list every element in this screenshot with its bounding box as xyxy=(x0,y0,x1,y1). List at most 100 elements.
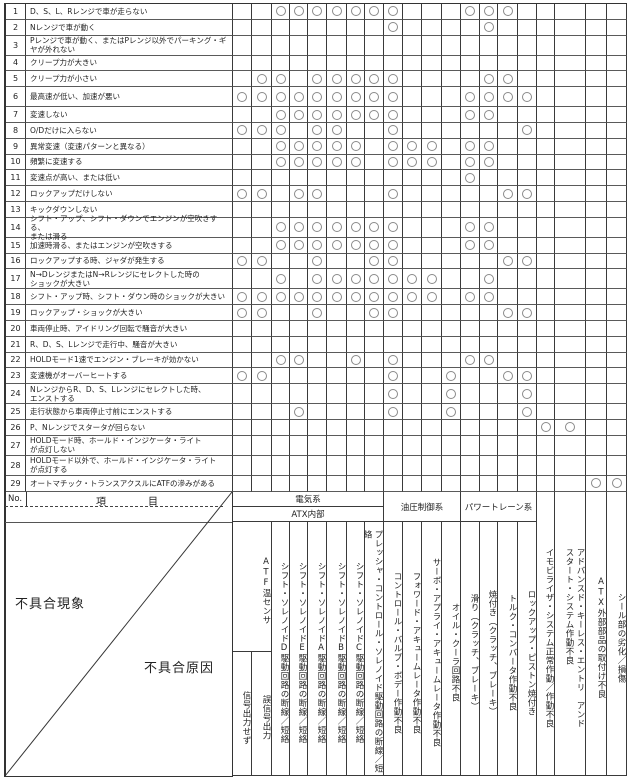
matrix-cell xyxy=(403,138,422,155)
matrix-cell xyxy=(403,202,422,218)
matrix-cell xyxy=(290,55,308,72)
circle-mark xyxy=(522,307,532,318)
circle-mark xyxy=(293,406,304,417)
matrix-cell xyxy=(403,336,422,353)
matrix-cell xyxy=(272,186,290,202)
matrix-cell xyxy=(498,71,518,88)
matrix-cell xyxy=(252,321,272,337)
matrix-cell xyxy=(442,253,461,270)
matrix-cell xyxy=(272,455,290,476)
matrix-cell xyxy=(586,237,607,254)
matrix-cell xyxy=(365,55,384,72)
matrix-cell xyxy=(461,138,480,155)
matrix-cell xyxy=(252,336,272,353)
matrix-cell xyxy=(537,368,555,385)
circle-mark xyxy=(293,156,304,167)
row-number: 17 xyxy=(6,269,26,290)
matrix-cell xyxy=(403,107,422,123)
circle-mark xyxy=(312,188,322,199)
symptom-text: 車両停止時、アイドリング回転で騒音が大きい xyxy=(26,321,233,337)
matrix-cell xyxy=(607,107,627,123)
matrix-cell xyxy=(403,186,422,202)
matrix-cell xyxy=(327,305,347,321)
matrix-cell xyxy=(384,138,403,155)
circle-mark xyxy=(388,141,398,152)
matrix-cell xyxy=(480,107,498,123)
matrix-cell xyxy=(290,237,308,254)
matrix-cell xyxy=(403,352,422,369)
matrix-cell xyxy=(327,321,347,337)
circle-mark xyxy=(407,156,417,167)
matrix-cell xyxy=(365,435,384,456)
matrix-cell xyxy=(480,352,498,369)
matrix-cell xyxy=(498,123,518,139)
circle-mark xyxy=(388,22,398,33)
matrix-cell xyxy=(308,253,327,270)
circle-mark xyxy=(522,255,532,266)
matrix-cell xyxy=(442,55,461,72)
matrix-cell xyxy=(327,404,347,420)
matrix-cell xyxy=(498,87,518,108)
matrix-cell xyxy=(518,4,537,20)
circle-mark xyxy=(237,307,247,318)
circle-mark xyxy=(369,240,379,251)
row-number: 26 xyxy=(6,420,26,436)
matrix-cell xyxy=(498,186,518,202)
matrix-cell xyxy=(272,4,290,20)
matrix-cell xyxy=(327,123,347,139)
matrix-cell xyxy=(537,87,555,108)
matrix-cell xyxy=(233,71,252,88)
circle-mark xyxy=(483,240,494,251)
matrix-cell xyxy=(555,253,586,270)
matrix-cell xyxy=(555,138,586,155)
matrix-cell xyxy=(442,217,461,238)
matrix-cell xyxy=(308,404,327,420)
matrix-cell xyxy=(365,321,384,337)
matrix-cell xyxy=(586,336,607,353)
symptom-text: シフト・アップ時、シフト・ダウン時のショックが大きい xyxy=(26,289,233,306)
matrix-cell xyxy=(422,217,442,238)
matrix-cell xyxy=(422,87,442,108)
matrix-cell xyxy=(252,435,272,456)
matrix-cell xyxy=(347,269,365,290)
matrix-cell xyxy=(384,217,403,238)
matrix-cell xyxy=(422,321,442,337)
matrix-cell xyxy=(498,384,518,405)
row-number: 19 xyxy=(6,305,26,321)
matrix-cell xyxy=(308,336,327,353)
circle-mark xyxy=(388,240,398,251)
matrix-cell xyxy=(327,384,347,405)
circle-mark xyxy=(502,91,513,102)
matrix-cell xyxy=(272,107,290,123)
matrix-cell xyxy=(308,289,327,306)
matrix-cell xyxy=(365,289,384,306)
circle-mark xyxy=(331,109,342,120)
column-atf-sensor: ATF温センサ xyxy=(233,522,272,652)
matrix-cell xyxy=(498,420,518,436)
matrix-cell xyxy=(442,368,461,385)
matrix-cell xyxy=(347,404,365,420)
matrix-cell xyxy=(607,4,627,20)
matrix-cell xyxy=(365,35,384,56)
header-left-border xyxy=(232,492,233,776)
symptom-text: O/Dだけに入らない xyxy=(26,123,233,139)
matrix-cell xyxy=(365,154,384,171)
matrix-cell xyxy=(480,55,498,72)
circle-mark xyxy=(369,255,379,266)
column-cause: サーボ・アプライ・アキュームレータ作動不良 xyxy=(422,522,442,776)
row-number: 25 xyxy=(6,404,26,420)
circle-mark xyxy=(350,291,361,302)
matrix-cell xyxy=(384,170,403,187)
matrix-cell xyxy=(607,202,627,218)
row-number: 8 xyxy=(6,123,26,139)
circle-mark xyxy=(350,6,361,17)
matrix-cell xyxy=(442,123,461,139)
matrix-cell xyxy=(233,289,252,306)
matrix-cell xyxy=(233,269,252,290)
matrix-cell xyxy=(461,19,480,36)
circle-mark xyxy=(446,406,456,417)
symptom-text: 異常変速（変速パターンと異なる） xyxy=(26,138,233,155)
matrix-cell xyxy=(422,289,442,306)
matrix-cell xyxy=(365,336,384,353)
circle-mark xyxy=(275,91,286,102)
